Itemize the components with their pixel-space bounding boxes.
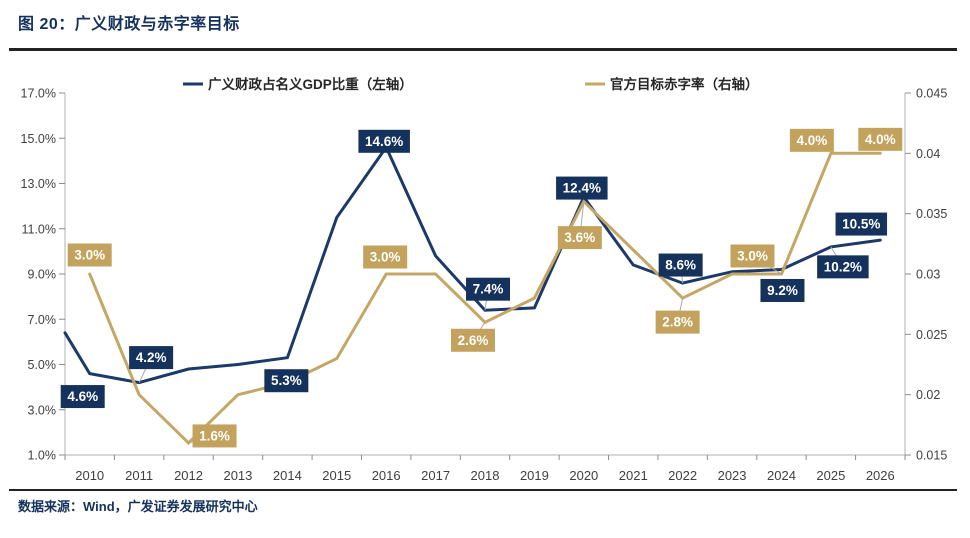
y-left-tick-label: 15.0% bbox=[21, 132, 56, 146]
data-label-value: 14.6% bbox=[365, 134, 403, 149]
data-label-box bbox=[858, 127, 903, 151]
y-left-tick-label: 7.0% bbox=[28, 313, 57, 327]
x-year-label: 2024 bbox=[767, 468, 796, 483]
y-left-tick-label: 17.0% bbox=[21, 87, 56, 101]
data-label-box bbox=[817, 255, 869, 279]
y-right-tick-label: 0.04 bbox=[916, 147, 940, 161]
y-right-tick-label: 0.035 bbox=[916, 207, 947, 221]
x-year-label: 2016 bbox=[372, 468, 401, 483]
x-year-label: 2015 bbox=[322, 468, 351, 483]
data-label-box bbox=[67, 243, 112, 267]
data-label-value: 3.0% bbox=[737, 249, 768, 264]
data-label-box bbox=[264, 369, 309, 393]
y-right-tick-label: 0.015 bbox=[916, 449, 947, 463]
x-year-label: 2026 bbox=[866, 468, 895, 483]
x-year-label: 2012 bbox=[174, 468, 203, 483]
data-label-value: 3.6% bbox=[564, 230, 595, 245]
data-label-value: 2.8% bbox=[662, 315, 693, 330]
data-label-value: 12.4% bbox=[563, 181, 601, 196]
data-label-value: 2.6% bbox=[458, 333, 489, 348]
y-right-tick-label: 0.02 bbox=[916, 388, 940, 402]
y-left-tick-label: 3.0% bbox=[28, 403, 57, 417]
y-left-tick-label: 1.0% bbox=[28, 449, 57, 463]
y-left-tick-label: 5.0% bbox=[28, 358, 57, 372]
x-year-label: 2010 bbox=[75, 468, 104, 483]
data-label-value: 3.0% bbox=[74, 248, 105, 263]
data-label-box bbox=[655, 310, 700, 334]
x-year-label: 2019 bbox=[520, 468, 549, 483]
y-right-tick-label: 0.045 bbox=[916, 87, 947, 101]
data-label-box bbox=[451, 328, 495, 352]
data-label-box bbox=[760, 278, 805, 302]
data-label-value: 1.6% bbox=[199, 428, 230, 443]
x-year-label: 2018 bbox=[471, 468, 500, 483]
chart-title: 图 20：广义财政与赤字率目标 bbox=[18, 16, 240, 33]
data-label-box bbox=[557, 226, 602, 250]
data-label-box bbox=[466, 277, 510, 301]
title-divider bbox=[9, 48, 957, 51]
legend-label: 广义财政占名义GDP比重（左轴） bbox=[208, 76, 413, 92]
data-label-value: 8.6% bbox=[665, 258, 696, 273]
data-label-box bbox=[658, 253, 703, 277]
data-label-value: 5.3% bbox=[271, 373, 302, 388]
y-right-tick-label: 0.025 bbox=[916, 328, 947, 342]
data-label-value: 9.2% bbox=[767, 283, 798, 298]
data-label-box bbox=[192, 424, 237, 448]
data-label-box bbox=[835, 212, 888, 236]
navy-line bbox=[63, 144, 882, 385]
data-label-value: 10.5% bbox=[842, 217, 880, 232]
x-year-label: 2022 bbox=[668, 468, 697, 483]
x-year-label: 2011 bbox=[125, 468, 153, 483]
data-label-value: 10.2% bbox=[824, 259, 862, 274]
data-label-value: 4.6% bbox=[67, 389, 98, 404]
x-year-label: 2020 bbox=[569, 468, 598, 483]
data-label-box bbox=[730, 244, 775, 268]
data-source-note: 数据来源：Wind，广发证券发展研究中心 bbox=[18, 499, 258, 514]
x-year-label: 2017 bbox=[421, 468, 450, 483]
data-label-value: 4.0% bbox=[865, 132, 896, 147]
y-left-tick-label: 13.0% bbox=[21, 177, 56, 191]
data-label-value: 4.2% bbox=[136, 350, 167, 365]
legend-label: 官方目标赤字率（右轴） bbox=[610, 76, 759, 92]
data-label-value: 7.4% bbox=[473, 282, 504, 297]
y-left-tick-label: 9.0% bbox=[28, 268, 57, 282]
y-left-tick-label: 11.0% bbox=[21, 222, 56, 236]
x-year-label: 2021 bbox=[619, 468, 648, 483]
x-year-label: 2023 bbox=[718, 468, 747, 483]
x-year-label: 2014 bbox=[273, 468, 302, 483]
data-label-value: 3.0% bbox=[370, 250, 401, 265]
data-label-box bbox=[129, 346, 174, 370]
data-label-box bbox=[789, 128, 834, 152]
x-year-label: 2025 bbox=[816, 468, 845, 483]
footer-divider bbox=[9, 489, 957, 491]
data-label-box bbox=[556, 176, 608, 200]
data-label-box bbox=[363, 245, 408, 269]
data-label-box bbox=[60, 385, 105, 409]
data-label-value: 4.0% bbox=[796, 133, 827, 148]
data-label-box bbox=[358, 129, 410, 153]
x-year-label: 2013 bbox=[223, 468, 252, 483]
y-right-tick-label: 0.03 bbox=[916, 268, 940, 282]
